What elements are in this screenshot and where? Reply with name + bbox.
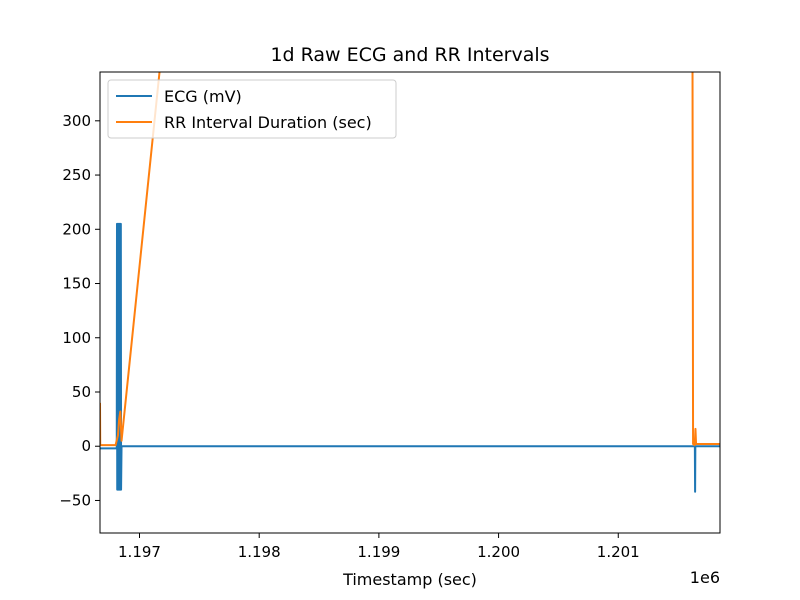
legend-label-rr-interval: RR Interval Duration (sec)	[164, 113, 372, 132]
x-tick-label: 1.198	[238, 543, 281, 561]
x-tick-label: 1.200	[477, 543, 520, 561]
series-layer	[100, 72, 720, 493]
x-tick-label: 1.197	[118, 543, 161, 561]
series-line-1	[100, 72, 720, 447]
y-tick-label: 0	[81, 437, 91, 455]
x-tick-label: 1.199	[357, 543, 400, 561]
legend-label-ecg: ECG (mV)	[164, 87, 242, 106]
y-tick-label: 50	[72, 383, 91, 401]
y-tick-label: 300	[62, 112, 91, 130]
y-tick-label: 200	[62, 220, 91, 238]
x-tick-label: 1.201	[597, 543, 640, 561]
x-axis: 1.197 1.198 1.199 1.200 1.201	[118, 533, 640, 561]
plot-frame	[99, 71, 721, 534]
x-axis-label: Timestamp (sec)	[342, 570, 477, 589]
chart-title: 1d Raw ECG and RR Intervals	[270, 44, 549, 66]
legend: ECG (mV) RR Interval Duration (sec)	[107, 79, 397, 139]
y-tick-label: −50	[59, 491, 91, 509]
series-line-0	[100, 222, 720, 493]
y-tick-label: 150	[62, 275, 91, 293]
y-axis: −50 0 50 100 150 200 250 300	[59, 112, 100, 509]
x-offset-label: 1e6	[690, 568, 720, 587]
legend-box	[107, 79, 397, 139]
y-tick-label: 250	[62, 166, 91, 184]
y-tick-label: 100	[62, 329, 91, 347]
